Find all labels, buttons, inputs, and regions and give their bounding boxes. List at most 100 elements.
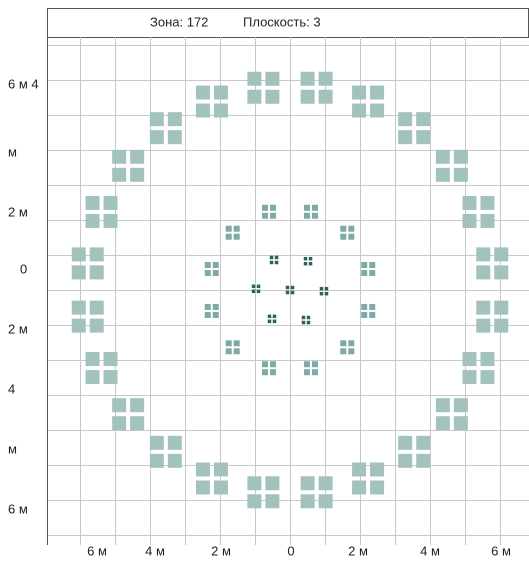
cell: [213, 462, 228, 477]
cell: [453, 149, 468, 164]
cell: [89, 247, 104, 262]
left-label: м: [8, 441, 17, 456]
cell: [494, 247, 509, 262]
cell: [149, 453, 164, 468]
left-label: 4: [8, 381, 15, 396]
cell: [290, 290, 295, 295]
cell: [348, 348, 355, 355]
cell: [212, 311, 219, 318]
cell: [306, 315, 311, 320]
cell: [130, 149, 145, 164]
cell: [300, 494, 315, 509]
cell: [476, 247, 491, 262]
cell: [112, 398, 127, 413]
cell: [256, 284, 261, 289]
cell: [480, 213, 495, 228]
cell: [435, 167, 450, 182]
cell: [262, 361, 269, 368]
cell: [130, 167, 145, 182]
bottom-label: 4 м: [420, 543, 440, 558]
cell: [476, 265, 491, 280]
cell: [311, 212, 318, 219]
cell: [103, 352, 118, 367]
cell: [265, 494, 280, 509]
cell: [149, 112, 164, 127]
cell: [130, 398, 145, 413]
left-label: м: [8, 144, 17, 159]
cell: [247, 89, 262, 104]
left-label: 6 м: [8, 501, 28, 516]
cell: [435, 398, 450, 413]
cell: [324, 286, 329, 291]
cell: [265, 71, 280, 86]
cell: [318, 494, 333, 509]
cell: [274, 260, 279, 265]
cell: [204, 311, 211, 318]
cell: [303, 212, 310, 219]
cell: [319, 286, 324, 291]
cell: [225, 348, 232, 355]
cell: [71, 318, 86, 333]
left-label: 2 м: [8, 204, 28, 219]
cell: [195, 462, 210, 477]
cell: [85, 352, 100, 367]
cell: [398, 130, 413, 145]
cell: [269, 260, 274, 265]
cell: [361, 262, 368, 269]
cell: [270, 361, 277, 368]
cell: [480, 195, 495, 210]
cell: [285, 290, 290, 295]
cell: [348, 225, 355, 232]
cell: [213, 85, 228, 100]
cell: [112, 416, 127, 431]
cell: [71, 265, 86, 280]
cell: [370, 85, 385, 100]
cell: [476, 300, 491, 315]
cell: [213, 480, 228, 495]
cell: [149, 130, 164, 145]
cell: [247, 494, 262, 509]
plane-label: Плоскость: 3: [243, 14, 321, 29]
cell: [361, 311, 368, 318]
cell: [225, 233, 232, 240]
cell: [300, 71, 315, 86]
cell: [494, 318, 509, 333]
cell: [233, 225, 240, 232]
cell: [303, 256, 308, 261]
cell: [480, 352, 495, 367]
cell: [213, 103, 228, 118]
cell: [270, 212, 277, 219]
cell: [272, 314, 277, 319]
cell: [318, 71, 333, 86]
cell: [212, 303, 219, 310]
cell: [85, 213, 100, 228]
cell: [370, 103, 385, 118]
cell: [480, 370, 495, 385]
cell: [476, 318, 491, 333]
cell: [306, 320, 311, 325]
cell: [340, 225, 347, 232]
cell: [290, 285, 295, 290]
cell: [308, 261, 313, 266]
cell: [89, 300, 104, 315]
left-label: 6 м 4: [8, 76, 39, 91]
cell: [103, 195, 118, 210]
cell: [247, 476, 262, 491]
cell: [195, 480, 210, 495]
cell: [71, 300, 86, 315]
cell: [85, 370, 100, 385]
cell: [303, 204, 310, 211]
cell: [303, 369, 310, 376]
cell: [85, 195, 100, 210]
cell: [71, 247, 86, 262]
cell: [300, 89, 315, 104]
cell: [370, 462, 385, 477]
cell: [285, 285, 290, 290]
cell: [233, 233, 240, 240]
cell: [204, 270, 211, 277]
cell: [398, 435, 413, 450]
cell: [311, 361, 318, 368]
cell: [247, 71, 262, 86]
cell: [270, 204, 277, 211]
